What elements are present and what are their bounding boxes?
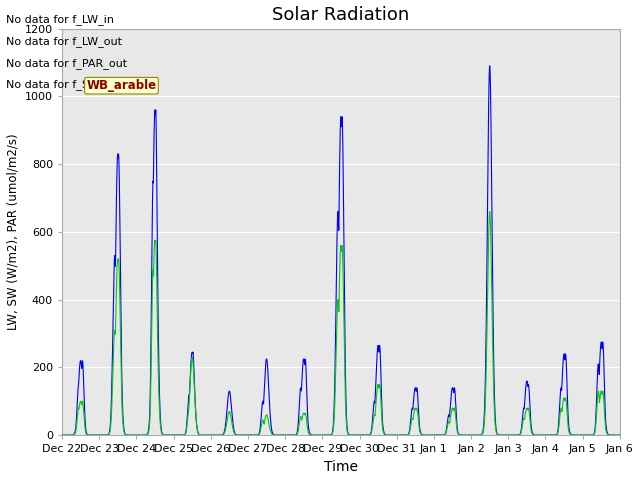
Title: Solar Radiation: Solar Radiation	[272, 6, 410, 24]
X-axis label: Time: Time	[324, 460, 358, 474]
Text: WB_arable: WB_arable	[86, 79, 157, 92]
Text: No data for f_PAR_out: No data for f_PAR_out	[6, 58, 127, 69]
Text: No data for f_SW_out: No data for f_SW_out	[6, 79, 124, 90]
Text: No data for f_LW_out: No data for f_LW_out	[6, 36, 122, 47]
Text: No data for f_LW_in: No data for f_LW_in	[6, 14, 115, 25]
Y-axis label: LW, SW (W/m2), PAR (umol/m2/s): LW, SW (W/m2), PAR (umol/m2/s)	[6, 133, 19, 330]
